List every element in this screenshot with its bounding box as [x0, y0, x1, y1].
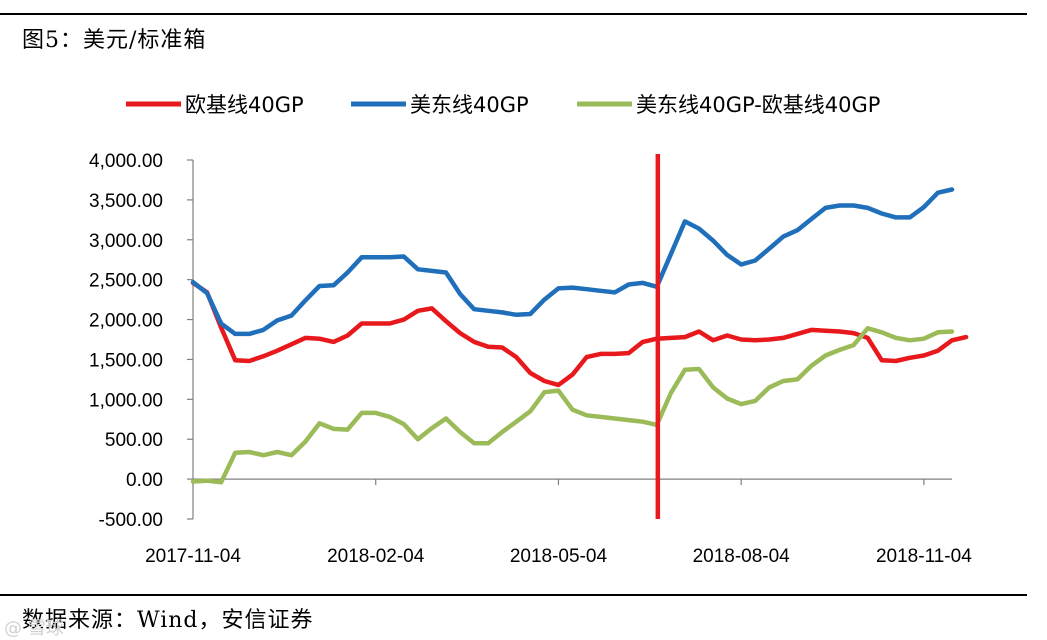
x-tick-label: 2018-11-04 [876, 546, 972, 567]
y-tick-label: 3,000.00 [89, 231, 163, 252]
x-axis: 2017-11-04 2018-02-04 2018-05-04 2018-08-04… [145, 478, 972, 567]
series-line-1 [190, 187, 955, 337]
y-tick-label: 2,500.00 [89, 271, 163, 292]
x-tick-label: 2017-11-04 [145, 546, 241, 567]
x-tick-label: 2018-02-04 [327, 546, 425, 567]
bottom-rule [0, 594, 1027, 596]
y-tick-label: 500.00 [105, 430, 163, 451]
legend-label: 美东线40GP-欧基线40GP [636, 93, 880, 117]
series-line-2 [190, 326, 955, 485]
top-rule [0, 13, 1027, 15]
legend-label: 美东线40GP [410, 93, 529, 117]
watermark: @ 雪球 [4, 618, 64, 639]
y-tick-label: 3,500.00 [89, 191, 163, 212]
data-source: 数据来源：Wind，安信证券 [22, 608, 314, 633]
y-tick-label: 1,000.00 [89, 390, 163, 411]
y-tick-label: -500.00 [99, 510, 163, 531]
y-tick-label: 4,000.00 [89, 151, 163, 172]
y-tick-label: 2,000.00 [89, 311, 163, 332]
x-tick-label: 2018-08-04 [693, 546, 791, 567]
legend: 欧基线40GP 美东线40GP 美东线40GP-欧基线40GP [126, 93, 880, 117]
y-tick-label: 0.00 [126, 470, 163, 491]
x-tick-label: 2018-05-04 [510, 546, 608, 567]
legend-label: 欧基线40GP [185, 93, 304, 117]
figure-title: 图5：美元/标准箱 [22, 28, 207, 53]
y-axis: -500.00 0.00 500.00 1,000.00 1,500.00 2,000.0… [89, 151, 194, 531]
series-line-0 [190, 280, 969, 388]
series-lines [190, 187, 969, 485]
y-tick-label: 1,500.00 [89, 350, 163, 371]
